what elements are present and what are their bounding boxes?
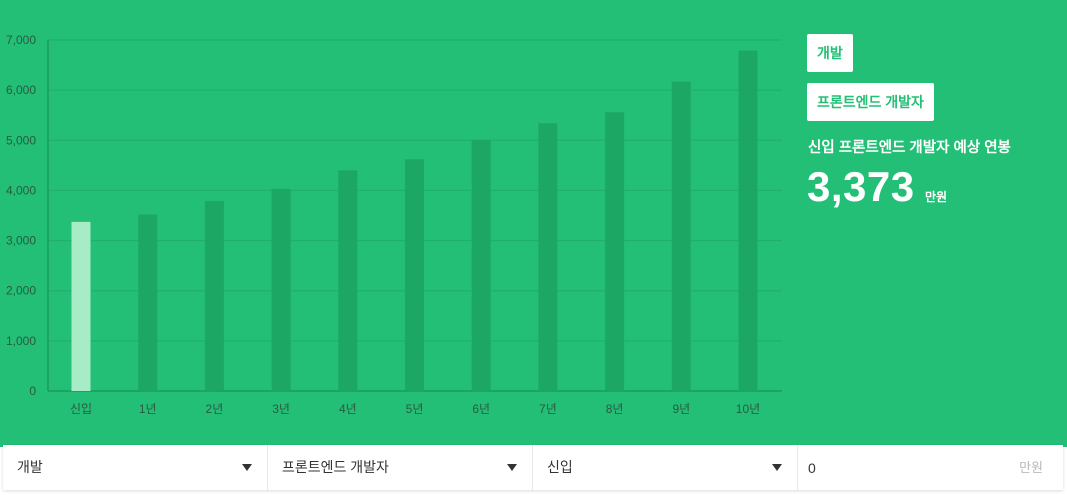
y-tick-label: 3,000 [6, 234, 36, 248]
bar-2[interactable] [204, 200, 224, 391]
y-tick-label: 1,000 [6, 334, 36, 348]
job-position-select-value: 프론트엔드 개발자 [282, 459, 389, 475]
salary-bar-chart: 0 1,000 2,000 3,000 4,000 5,000 6,000 7,000 신입 1년… [6, 33, 782, 416]
y-tick-label: 0 [29, 384, 36, 398]
experience-select-value: 신입 [547, 459, 573, 475]
chart-bars [71, 50, 758, 392]
expected-salary-title: 신입 프론트엔드 개발자 예상 연봉 [808, 140, 1011, 156]
y-tick-label: 7,000 [6, 33, 36, 47]
bar-4[interactable] [338, 170, 358, 391]
job-position-chip[interactable]: 프론트엔드 개발자 [807, 83, 934, 121]
y-tick-label: 2,000 [6, 284, 36, 298]
bar-7[interactable] [538, 123, 558, 391]
y-tick-label: 4,000 [6, 183, 36, 197]
job-category-select[interactable]: 개발 [3, 445, 268, 490]
x-tick-label: 10년 [736, 402, 760, 416]
x-tick-label: 5년 [406, 402, 424, 416]
experience-select[interactable]: 신입 [533, 445, 798, 490]
bar-1[interactable] [138, 214, 158, 391]
x-tick-label: 7년 [539, 402, 557, 416]
y-tick-label: 6,000 [6, 83, 36, 97]
x-tick-label: 8년 [606, 402, 624, 416]
expected-salary-value: 3,373 [807, 163, 915, 210]
current-salary-field: 만원 [798, 445, 1063, 490]
bar-3[interactable] [271, 188, 291, 391]
current-salary-unit: 만원 [1019, 460, 1043, 475]
job-category-chip[interactable]: 개발 [807, 34, 853, 72]
x-tick-label: 4년 [339, 402, 357, 416]
bar-5[interactable] [405, 159, 424, 391]
caret-down-icon [242, 464, 252, 471]
x-tick-label: 3년 [272, 402, 290, 416]
bar-8[interactable] [605, 112, 625, 391]
caret-down-icon [507, 464, 517, 471]
salary-hero [0, 0, 1067, 447]
caret-down-icon [772, 464, 782, 471]
job-position-select[interactable]: 프론트엔드 개발자 [268, 445, 533, 490]
current-salary-input[interactable] [808, 445, 988, 490]
x-tick-label: 신입 [70, 402, 92, 416]
salary-filter-bar: 개발 프론트엔드 개발자 신입 만원 [3, 445, 1063, 490]
bar-0[interactable] [71, 221, 91, 391]
x-tick-label: 1년 [139, 402, 157, 416]
job-category-select-value: 개발 [17, 459, 43, 475]
x-tick-label: 2년 [206, 402, 224, 416]
y-tick-label: 5,000 [6, 133, 36, 147]
bar-6[interactable] [471, 139, 491, 391]
bar-10[interactable] [738, 50, 758, 391]
x-tick-label: 9년 [672, 402, 690, 416]
x-tick-label: 6년 [472, 402, 490, 416]
bar-9[interactable] [671, 81, 691, 392]
expected-salary-unit: 만원 [925, 190, 948, 204]
chart-labels: 0 1,000 2,000 3,000 4,000 5,000 6,000 7,000 신입 1년… [6, 33, 760, 416]
